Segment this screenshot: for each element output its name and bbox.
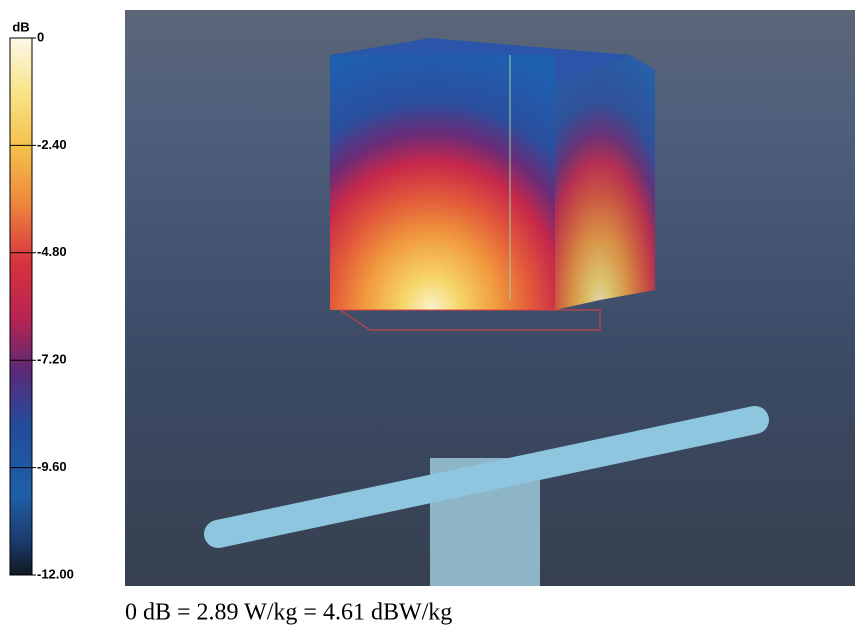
dipole (204, 406, 769, 548)
tick-label: -7.20 (37, 352, 67, 367)
colorbar-unit: dB (12, 19, 29, 34)
sar-block-side (555, 55, 655, 310)
sar-block (330, 55, 555, 310)
tick-label: -2.40 (37, 137, 67, 152)
tick-label: -9.60 (37, 459, 67, 474)
colorbar (9, 37, 33, 576)
tick-label: -12.00 (37, 566, 74, 581)
tick-label: -4.80 (37, 244, 67, 259)
caption: 0 dB = 2.89 W/kg = 4.61 dBW/kg (125, 600, 452, 626)
tick-label: 0 (37, 29, 44, 44)
wireframe (338, 309, 601, 331)
